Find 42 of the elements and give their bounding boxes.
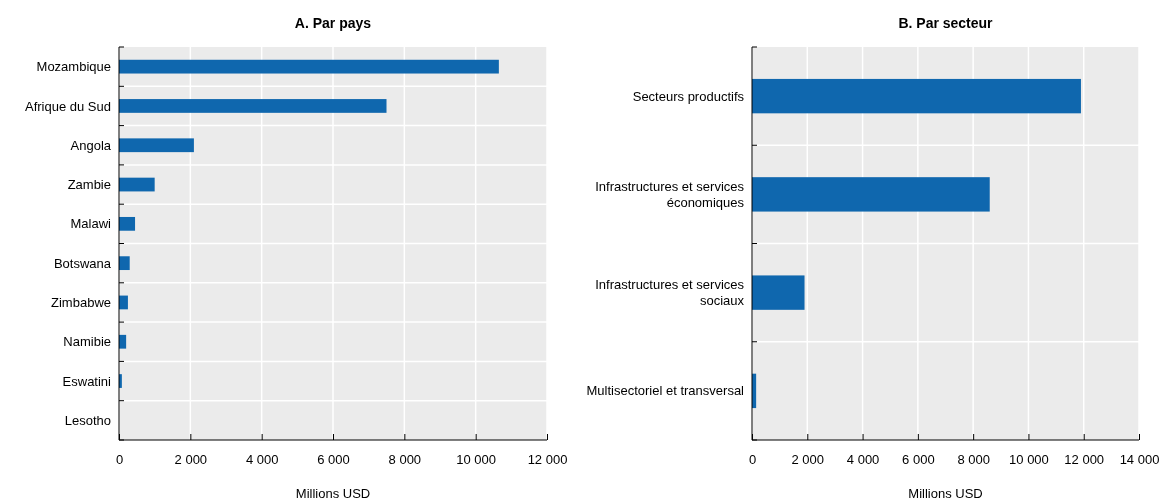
y-tick-label: Zimbabwe — [51, 295, 111, 310]
x-tick-label: 2 000 — [174, 451, 208, 467]
x-tick-label: 12 000 — [1064, 451, 1105, 467]
x-tick-label: 6 000 — [902, 451, 935, 467]
x-tick-label: 0 — [748, 451, 757, 467]
y-tick-label: Zambie — [67, 177, 111, 193]
y-tick-label: Afrique du Sud — [24, 98, 111, 114]
x-axis-title: Millions USD — [295, 486, 371, 501]
x-tick-label: 0 — [115, 451, 124, 467]
y-tick-label: Infrastructures et services sociaux — [595, 277, 745, 308]
x-tick-label: 4 000 — [846, 451, 880, 467]
x-tick-label: 10 000 — [1009, 451, 1049, 467]
y-tick-label: Eswatini — [62, 373, 112, 389]
y-tick-label: Lesotho — [64, 412, 111, 428]
bar — [119, 216, 136, 231]
y-tick-label: Multisectoriel et transversal — [586, 383, 745, 399]
x-tick-label: 4 000 — [245, 451, 279, 467]
bar — [119, 256, 130, 271]
x-tick-label: 6 000 — [317, 451, 350, 467]
x-tick-label: 2 000 — [791, 451, 825, 467]
y-tick-label: Botswana — [53, 255, 112, 271]
x-tick-label: 12 000 — [527, 451, 568, 467]
x-tick-label: 10 000 — [456, 451, 497, 467]
y-tick-label: Secteurs productifs — [632, 88, 745, 104]
x-tick-label: 8 000 — [388, 451, 422, 467]
x-axis-title: Millions USD — [908, 486, 983, 501]
bar — [119, 59, 499, 74]
y-tick-label: Namibie — [63, 334, 111, 350]
y-tick-label: Angola — [70, 137, 112, 153]
bar — [119, 99, 387, 113]
bar — [119, 138, 194, 153]
chart-title: B. Par secteur — [898, 15, 994, 31]
bar — [752, 78, 1081, 114]
y-tick-label: Malawi — [70, 216, 112, 232]
bar — [752, 177, 990, 212]
x-tick-label: 14 000 — [1119, 451, 1160, 467]
x-tick-label: 8 000 — [957, 451, 990, 467]
bar — [119, 177, 155, 192]
y-tick-label: Mozambique — [36, 59, 111, 75]
chart-title: A. Par pays — [294, 15, 372, 31]
y-tick-label: Infrastructures et services économiques — [595, 179, 745, 210]
bar — [752, 275, 805, 310]
